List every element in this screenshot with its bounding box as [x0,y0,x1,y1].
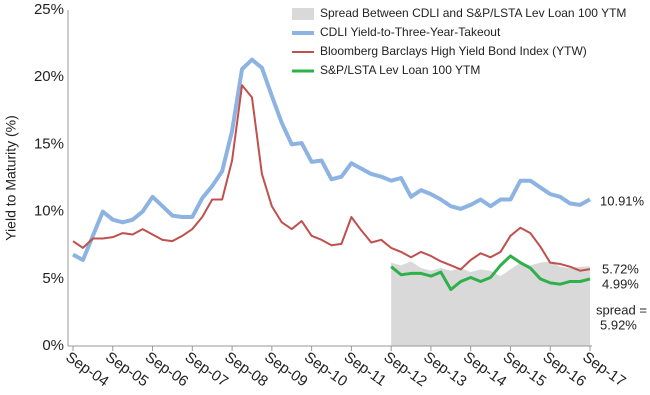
annotation: 5.92% [600,317,637,332]
line [72,84,591,272]
legend-label: Spread Between CDLI and S&P/LSTA Lev Loa… [320,6,626,20]
x-tick-label: Sep-16 [540,349,589,391]
x-tick-label: Sep-10 [301,349,350,391]
legend-label: CDLI Yield-to-Three-Year-Takeout [320,25,501,39]
x-tick-label: Sep-07 [182,349,231,391]
y-tick-label: 15% [34,135,64,152]
x-tick-label: Sep-04 [62,349,111,391]
legend-label: S&P/LSTA Lev Loan 100 YTM [320,63,480,77]
x-tick-label: Sep-09 [261,349,310,391]
annotation: 10.91% [600,193,645,208]
line [390,254,591,292]
legend-swatch [292,8,314,20]
annotation: spread = [596,302,647,317]
y-tick-label: 25% [34,1,64,18]
x-tick-label: Sep-17 [579,349,628,391]
x-tick-label: Sep-14 [460,349,509,391]
x-tick-label: Sep-05 [102,349,151,391]
y-tick-label: 5% [42,270,64,287]
legend-label: Bloomberg Barclays High Yield Bond Index… [320,44,587,58]
y-tick-label: 0% [42,337,64,354]
annotation: 5.72% [602,261,639,276]
y-tick-label: 10% [34,203,64,220]
y-axis-label: Yield to Maturity (%) [3,115,19,241]
annotation: 4.99% [602,276,639,291]
x-tick-label: Sep-08 [222,349,271,391]
x-tick-label: Sep-06 [142,349,191,391]
line [72,57,591,262]
x-tick-label: Sep-15 [500,349,549,391]
x-tick-label: Sep-13 [420,349,469,391]
x-tick-label: Sep-11 [341,349,389,390]
x-tick-label: Sep-12 [381,349,430,391]
y-tick-label: 20% [34,68,64,85]
area [391,261,590,346]
